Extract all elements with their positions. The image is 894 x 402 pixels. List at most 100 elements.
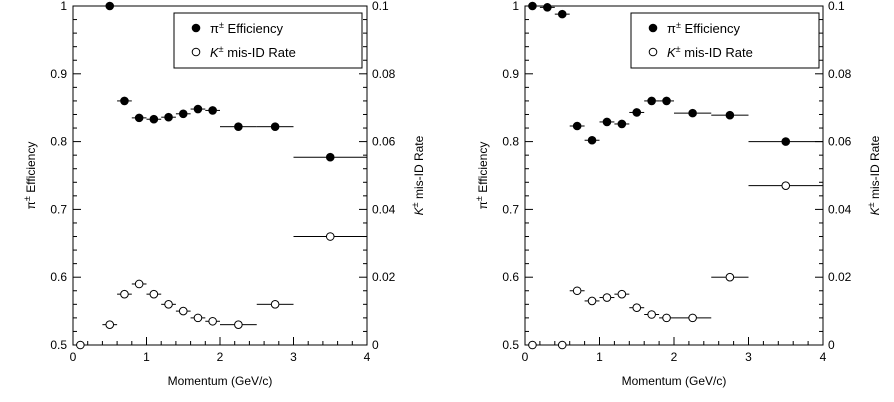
left-panel: 0 1 2 3 4 0.5 0.6 0.7 0.8 0.9 1 0 0.02 0.04 0.06 0.08 0.… bbox=[22, 0, 426, 388]
x-tick-label: 2 bbox=[671, 350, 678, 364]
y-left-tick-label: 0.5 bbox=[502, 338, 519, 352]
pion-efficiency-point bbox=[557, 9, 567, 19]
legend-label: K± mis-ID Rate bbox=[667, 44, 753, 60]
pion-efficiency-point bbox=[781, 137, 791, 146]
x-tick-label: 0 bbox=[522, 350, 529, 364]
y-right-tick-label: 0.06 bbox=[372, 135, 396, 149]
kaon-misid-point bbox=[193, 313, 203, 323]
x-tick-label: 1 bbox=[143, 350, 150, 364]
pion-efficiency-point bbox=[725, 110, 735, 120]
pion-efficiency-point bbox=[543, 3, 552, 12]
legend-marker-filled bbox=[648, 23, 658, 33]
kaon-misid-point bbox=[528, 340, 537, 350]
kaon-misid-point bbox=[164, 300, 173, 309]
pion-efficiency-point bbox=[688, 108, 697, 118]
kaon-misid-point bbox=[617, 289, 627, 299]
kaon-misid-point bbox=[120, 289, 129, 299]
y-right-tick-label: 0.08 bbox=[372, 67, 396, 81]
y-right-tick-label: 0.1 bbox=[372, 0, 389, 13]
data-points bbox=[73, 1, 367, 350]
kaon-misid-point bbox=[234, 320, 243, 329]
x-tick-label: 3 bbox=[290, 350, 297, 364]
x-axis-title: Momentum (GeV/c) bbox=[168, 374, 273, 388]
pion-efficiency-point bbox=[149, 114, 159, 124]
kaon-misid-point bbox=[632, 303, 642, 313]
kaon-misid-point bbox=[688, 313, 697, 323]
kaon-misid-point bbox=[662, 313, 671, 323]
pion-efficiency-point bbox=[602, 117, 612, 127]
kaon-misid-point bbox=[208, 316, 217, 326]
legend-box bbox=[630, 12, 820, 69]
y-right-tick-label: 0.02 bbox=[828, 270, 852, 284]
legend-label: π± Efficiency bbox=[667, 20, 740, 36]
pion-efficiency-point bbox=[234, 122, 243, 131]
kaon-misid-point bbox=[149, 289, 159, 299]
pion-efficiency-point bbox=[587, 135, 597, 145]
y-left-tick-label: 0.9 bbox=[50, 67, 67, 81]
y-left-tick-label: 0.8 bbox=[50, 135, 67, 149]
data-points bbox=[525, 1, 823, 350]
kaon-misid-point bbox=[725, 272, 735, 282]
pion-efficiency-point bbox=[617, 119, 627, 129]
legend: π± Efficiency K± mis-ID Rate bbox=[630, 12, 820, 69]
y-right-tick-label: 0 bbox=[372, 338, 379, 352]
pion-efficiency-point bbox=[105, 1, 115, 11]
pion-efficiency-point bbox=[325, 152, 335, 162]
right-panel: 0 1 2 3 4 0.5 0.6 0.7 0.8 0.9 1 0 0.02 0.04 0.06 0.08 0.… bbox=[474, 0, 882, 388]
y-left-tick-label: 0.5 bbox=[50, 338, 67, 352]
pion-efficiency-point bbox=[193, 104, 203, 114]
kaon-misid-point bbox=[647, 310, 656, 319]
pion-efficiency-point bbox=[572, 121, 582, 131]
x-tick-label: 2 bbox=[217, 350, 224, 364]
kaon-misid-point bbox=[105, 320, 115, 329]
y-left-tick-label: 1 bbox=[512, 0, 519, 13]
y-left-tick-label: 0.6 bbox=[50, 270, 67, 284]
legend-marker-open bbox=[191, 47, 201, 57]
y-left-tick-label: 1 bbox=[60, 0, 67, 13]
y-left-tick-label: 0.6 bbox=[502, 270, 519, 284]
pion-efficiency-point bbox=[270, 122, 280, 131]
x-tick-label: 0 bbox=[70, 350, 77, 364]
y-right-axis-title: K± mis-ID Rate bbox=[866, 135, 882, 215]
x-tick-label: 4 bbox=[364, 350, 371, 364]
legend-label: π± Efficiency bbox=[210, 20, 283, 36]
y-right-tick-label: 0.04 bbox=[828, 202, 852, 216]
pion-efficiency-point bbox=[632, 108, 642, 117]
kaon-misid-point bbox=[587, 296, 597, 306]
pion-efficiency-point bbox=[528, 1, 537, 11]
y-right-tick-label: 0.1 bbox=[828, 0, 845, 13]
y-left-tick-label: 0.7 bbox=[50, 202, 67, 216]
x-tick-label: 4 bbox=[820, 350, 827, 364]
legend-box bbox=[173, 12, 363, 69]
pion-efficiency-point bbox=[208, 106, 217, 115]
legend-label: K± mis-ID Rate bbox=[210, 44, 296, 60]
y-right-tick-label: 0.06 bbox=[828, 135, 852, 149]
legend-marker-open bbox=[648, 47, 658, 57]
y-left-axis-title: π± Efficiency bbox=[22, 142, 38, 210]
legend: π± Efficiency K± mis-ID Rate bbox=[173, 12, 363, 69]
y-left-tick-label: 0.9 bbox=[502, 67, 519, 81]
y-right-tick-label: 0.02 bbox=[372, 270, 396, 284]
y-right-tick-label: 0 bbox=[828, 338, 835, 352]
pion-efficiency-point bbox=[178, 109, 188, 119]
y-left-tick-label: 0.7 bbox=[502, 202, 519, 216]
x-axis-title: Momentum (GeV/c) bbox=[622, 374, 727, 388]
pion-efficiency-point bbox=[647, 96, 656, 106]
kaon-misid-point bbox=[781, 181, 791, 190]
pion-efficiency-point bbox=[120, 96, 129, 106]
y-right-tick-label: 0.04 bbox=[372, 202, 396, 216]
pion-efficiency-point bbox=[134, 113, 144, 123]
pion-efficiency-point bbox=[662, 96, 671, 106]
kaon-misid-point bbox=[602, 293, 612, 302]
kaon-misid-point bbox=[270, 300, 280, 309]
kaon-misid-point bbox=[557, 340, 567, 350]
kaon-misid-point bbox=[76, 340, 85, 350]
kaon-misid-point bbox=[325, 232, 335, 241]
legend-marker-filled bbox=[191, 23, 201, 33]
kaon-misid-point bbox=[178, 306, 188, 316]
y-right-tick-label: 0.08 bbox=[828, 67, 852, 81]
kaon-misid-point bbox=[572, 286, 582, 296]
pion-efficiency-point bbox=[164, 112, 173, 122]
y-right-axis-title: K± mis-ID Rate bbox=[410, 135, 426, 215]
